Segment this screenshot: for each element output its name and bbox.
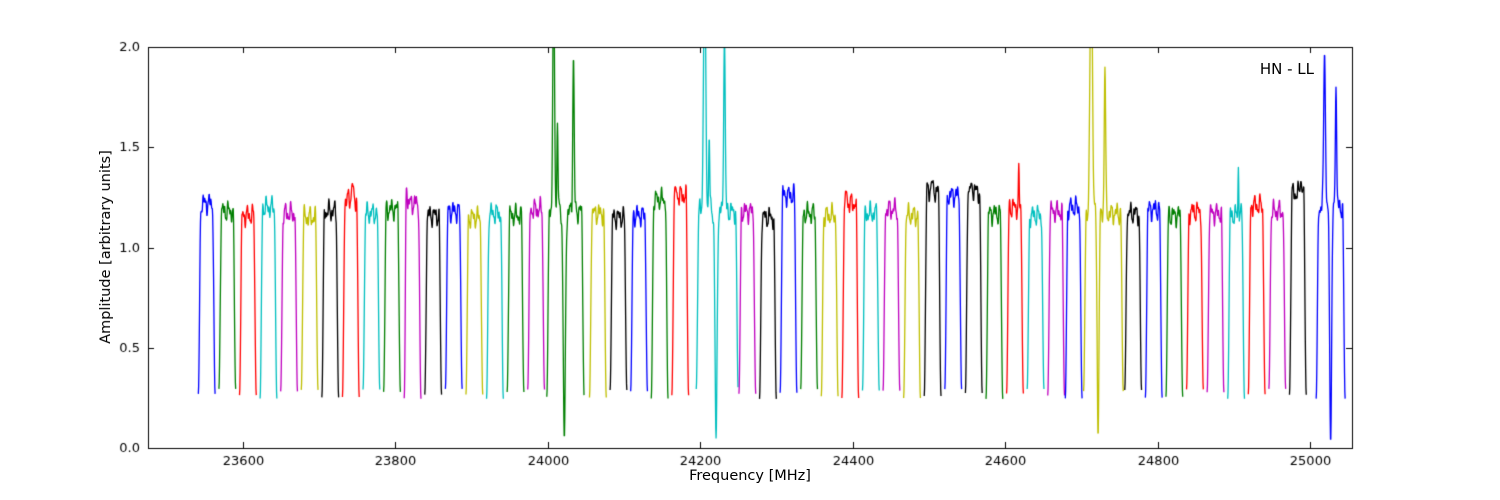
y-axis-label: Amplitude [arbitrary units] bbox=[98, 150, 114, 344]
plot-annotation: HN - LL bbox=[1259, 60, 1314, 78]
x-axis-label: Frequency [MHz] bbox=[689, 468, 811, 484]
